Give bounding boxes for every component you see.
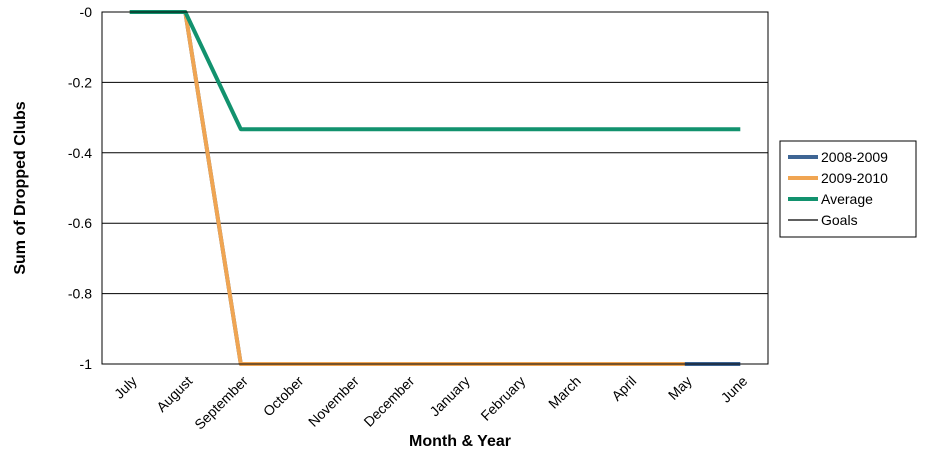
x-tick-label: March	[545, 373, 584, 412]
y-tick-label: -0.4	[68, 145, 92, 161]
y-tick-label: -0.8	[68, 286, 92, 302]
y-tick-label: -0.6	[68, 215, 92, 231]
x-tick-label: June	[718, 373, 751, 406]
x-tick-label: August	[153, 373, 195, 415]
y-tick-label: -0	[80, 4, 93, 20]
x-tick-label: February	[477, 373, 528, 424]
grid-lines	[102, 11, 768, 365]
legend-entries: 2008-2009 2009-2010 Average Goals	[788, 149, 888, 228]
legend-label: 2008-2009	[821, 149, 888, 165]
legend-label: Average	[821, 191, 873, 207]
x-tick-label: November	[305, 373, 362, 430]
legend: 2008-2009 2009-2010 Average Goals	[779, 140, 917, 238]
x-tick-label: May	[665, 373, 695, 403]
y-tick-labels: -0 -0.2 -0.4 -0.6 -0.8 -1	[68, 4, 92, 372]
x-tick-label: January	[426, 373, 473, 420]
legend-label: 2009-2010	[821, 170, 888, 186]
legend-label: Goals	[821, 212, 858, 228]
y-tick-label: -0.2	[68, 74, 92, 90]
y-axis-title: Sum of Dropped Clubs	[12, 101, 29, 274]
x-tick-label: April	[608, 373, 639, 404]
x-tick-label: December	[360, 373, 417, 430]
x-tick-label: September	[191, 373, 251, 433]
series-line-2008-2009	[129, 10, 741, 366]
x-tick-label: October	[260, 373, 307, 420]
series-line-average	[129, 10, 741, 132]
series-lines	[129, 10, 741, 366]
x-tick-label: July	[111, 373, 140, 402]
series-line-2009-2010	[129, 10, 685, 366]
plot-area	[101, 11, 769, 365]
x-axis-title: Month & Year	[409, 433, 511, 450]
y-tick-label: -1	[80, 356, 93, 372]
